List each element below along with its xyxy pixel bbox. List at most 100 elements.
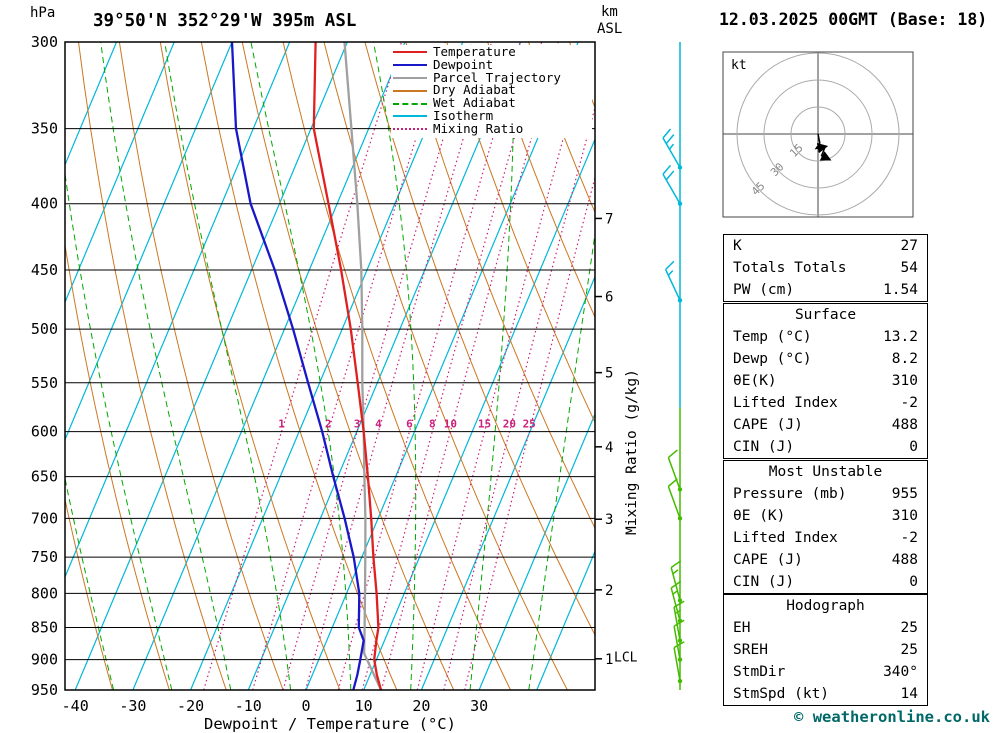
row-label: StmSpd (kt) [733, 686, 830, 702]
table-row: θE(K) 310 [724, 370, 927, 392]
wind-barb [664, 260, 683, 303]
station-title: 39°50'N 352°29'W 395m ASL [93, 11, 356, 31]
x-axis-title: Dewpoint / Temperature (°C) [204, 715, 456, 733]
legend-line-sample [393, 51, 427, 54]
dry-adiabat-line [78, 42, 227, 690]
row-label: StmDir [733, 664, 786, 680]
dry-adiabat-line [200, 42, 398, 690]
wind-barb [662, 164, 683, 206]
table-row: CAPE (J) 488 [724, 549, 927, 571]
isotherm-line [132, 42, 406, 690]
pressure-tick-label: 450 [31, 261, 58, 279]
table-row: StmDir 340° [724, 661, 927, 683]
table-row: PW (cm) 1.54 [724, 279, 927, 301]
mixing-ratio-label: 20 [503, 418, 516, 431]
row-value: 14 [900, 686, 918, 702]
dry-adiabat-line [323, 42, 568, 690]
hodograph-trace [814, 133, 829, 154]
mixing-ratio-label: 10 [444, 418, 457, 431]
row-label: Dewp (°C) [733, 351, 812, 367]
temperature-tick-label: -20 [177, 697, 204, 715]
wind-barb [662, 128, 683, 170]
table-header: Most Unstable [768, 464, 883, 480]
datetime-title: 12.03.2025 00GMT (Base: 18) [719, 10, 987, 29]
legend-item-dry-adiabat: Dry Adiabat [391, 84, 592, 97]
row-label: Totals Totals [733, 260, 847, 276]
wind-barb [670, 560, 683, 603]
table-row: Pressure (mb) 955 [724, 483, 927, 505]
row-label: Lifted Index [733, 530, 838, 546]
parcel-trajectory-curve [343, 42, 383, 690]
km-tick-label: 7 [605, 211, 613, 227]
pressure-tick-label: 400 [31, 195, 58, 213]
wet-adiabat-line [372, 42, 417, 690]
pressure-unit-label: hPa [30, 5, 55, 21]
row-value: 25 [900, 642, 918, 658]
row-value: 0 [909, 439, 918, 455]
legend-label: Temperature [433, 44, 516, 59]
isotherm-line [305, 42, 579, 690]
lcl-label: LCL [614, 650, 638, 665]
row-value: 27 [900, 238, 918, 254]
temperature-tick-label: -30 [119, 697, 146, 715]
mixing-ratio-line [361, 42, 543, 690]
chart-legend: Temperature Dewpoint Parcel Trajectory Dry … [391, 45, 592, 138]
mixing-ratio-line [416, 42, 591, 690]
hodograph-unit-label: kt [731, 58, 747, 73]
pressure-tick-label: 900 [31, 651, 58, 669]
table-row: Lifted Index -2 [724, 527, 927, 549]
wet-adiabat-line [65, 476, 115, 690]
temperature-tick-label: -10 [235, 697, 262, 715]
table-header: Hodograph [786, 598, 865, 614]
wet-adiabat-line [164, 42, 292, 690]
wet-adiabat-line [100, 42, 232, 690]
mixing-ratio-line [464, 175, 595, 690]
legend-line-sample [393, 76, 427, 79]
table-row: θE (K) 310 [724, 505, 927, 527]
mixing-ratio-line [380, 42, 559, 690]
row-label: θE(K) [733, 373, 777, 389]
pressure-tick-label: 350 [31, 120, 58, 138]
copyright-text: © weatheronline.co.uk [794, 708, 990, 726]
table-row: CIN (J) 0 [724, 436, 927, 458]
table-row: StmSpd (kt) 14 [724, 683, 927, 705]
wind-barb [673, 619, 685, 662]
row-label: SREH [733, 642, 768, 658]
row-label: Temp (°C) [733, 329, 812, 345]
row-label: Pressure (mb) [733, 486, 847, 502]
plot-border [64, 41, 596, 691]
mixing-ratio-line [252, 42, 446, 690]
row-label: PW (cm) [733, 282, 795, 298]
km-axis-label: km [601, 4, 618, 20]
pressure-tick-label: 800 [31, 584, 58, 602]
wind-barb [673, 641, 685, 684]
table-row: Totals Totals 54 [724, 257, 927, 279]
dry-adiabat-line [446, 42, 595, 424]
row-value: 340° [883, 664, 918, 680]
pressure-tick-label: 500 [31, 320, 58, 338]
wind-barb [667, 449, 683, 492]
km-tick-label: 1 [605, 652, 613, 668]
most-unstable-table: Most Unstable Pressure (mb) 955 θE (K) 310… [723, 460, 928, 594]
pressure-tick-label: 850 [31, 618, 58, 636]
legend-item-parcel-trajectory: Parcel Trajectory [391, 71, 592, 85]
hodograph-ring [763, 79, 873, 189]
asl-axis-label: ASL [597, 21, 622, 37]
dry-adiabat-line [487, 42, 595, 319]
legend-line-sample [393, 64, 427, 67]
km-tick-label: 6 [605, 290, 613, 306]
dry-adiabat-line [364, 42, 595, 636]
wet-adiabat-line [250, 42, 352, 690]
legend-item-temperature: Temperature [391, 44, 592, 59]
isotherm-line [65, 42, 175, 304]
row-value: 0 [909, 574, 918, 590]
table-header: Surface [794, 307, 857, 323]
hodograph-ring [790, 106, 846, 162]
row-label: CIN (J) [733, 574, 795, 590]
table-row: Temp (°C) 13.2 [724, 326, 927, 348]
mixing-ratio-label: 2 [325, 418, 332, 431]
dry-adiabat-line [118, 42, 284, 690]
legend-line-sample [393, 89, 427, 92]
table-row: Lifted Index -2 [724, 392, 927, 414]
